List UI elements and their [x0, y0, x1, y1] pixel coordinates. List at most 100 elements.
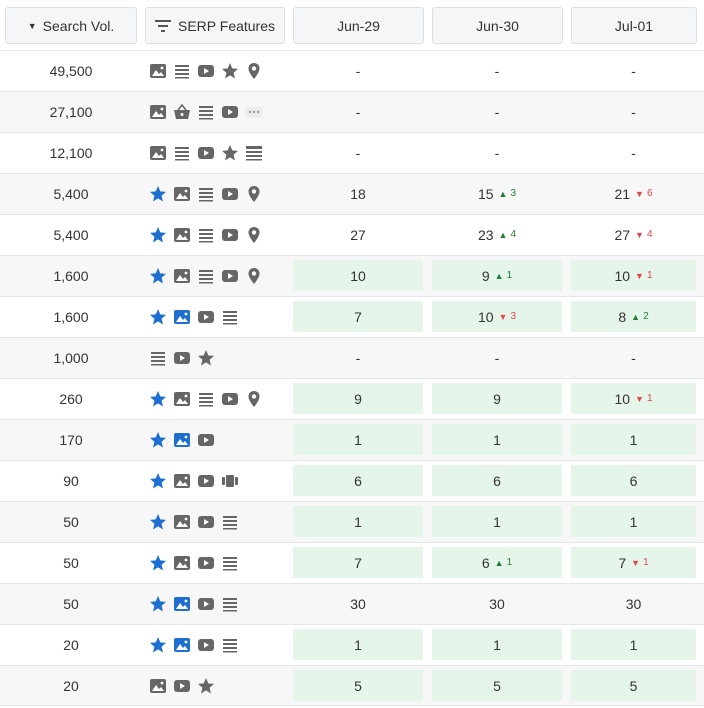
- search-volume-column-header[interactable]: ▼ Search Vol.: [5, 7, 137, 44]
- star-icon: [149, 472, 167, 490]
- table-row: 260 9 9 10 ▼ 1: [0, 378, 704, 419]
- position-value: 1: [629, 513, 638, 530]
- position-change-up: ▲ 1: [495, 557, 512, 568]
- map-pin-icon: [245, 185, 263, 203]
- position-cell: -: [432, 55, 562, 86]
- star-icon: [149, 513, 167, 531]
- position-value: 1: [354, 513, 362, 530]
- position-cell: 1: [293, 506, 423, 537]
- list-icon: [197, 103, 215, 121]
- video-icon: [197, 595, 215, 613]
- position-cell: 21 ▼ 6: [571, 178, 696, 209]
- image-icon: [173, 472, 191, 490]
- position-cell: 1: [293, 424, 423, 455]
- position-value: -: [355, 103, 361, 120]
- position-value: 10: [350, 267, 366, 284]
- video-icon: [221, 103, 239, 121]
- position-cell: 9 ▲ 1: [432, 260, 562, 291]
- serp-features-list: [149, 666, 221, 706]
- list-icon: [221, 554, 239, 572]
- position-cell: 1: [432, 424, 562, 455]
- serp-features-header-label: SERP Features: [178, 17, 276, 34]
- position-cell: -: [571, 55, 696, 86]
- position-change-value: 1: [646, 393, 653, 404]
- serp-features-list: [149, 256, 269, 296]
- position-cell: 1: [571, 424, 696, 455]
- position-cell: 30: [571, 588, 696, 619]
- star-icon: [149, 636, 167, 654]
- position-cell: 30: [293, 588, 423, 619]
- position-value: 9: [493, 390, 501, 407]
- position-value: 1: [493, 431, 501, 448]
- position-value: -: [355, 349, 361, 366]
- arrow-up-icon: ▲: [631, 311, 641, 322]
- serp-features-list: [149, 420, 221, 460]
- date-column-header-jun-29[interactable]: Jun-29: [293, 7, 424, 44]
- position-change-value: 2: [643, 311, 649, 322]
- position-cell: 6 ▲ 1: [432, 547, 562, 578]
- position-value: 15: [477, 185, 494, 202]
- image-icon: [173, 513, 191, 531]
- position-cell: 10 ▼ 1: [571, 383, 696, 414]
- search-volume-value: 1,600: [53, 309, 89, 325]
- arrow-down-icon: ▼: [635, 188, 644, 199]
- position-value: 7: [354, 308, 362, 325]
- position-value: 1: [493, 513, 501, 530]
- position-cell: 9: [432, 383, 562, 414]
- star-icon: [197, 349, 215, 367]
- position-value: 7: [354, 554, 362, 571]
- position-value: 1: [354, 636, 362, 653]
- video-icon: [197, 513, 215, 531]
- star-icon: [149, 554, 167, 572]
- date-column-header-jun-30[interactable]: Jun-30: [432, 7, 563, 44]
- table-row: 90 6 6 6: [0, 460, 704, 501]
- serp-features-list: [149, 338, 221, 378]
- search-volume-value: 27,100: [49, 104, 93, 120]
- position-change-value: 4: [646, 229, 653, 240]
- table-row: 1,600 10 9 ▲ 1 10 ▼ 1: [0, 255, 704, 296]
- search-volume-value: 5,400: [53, 186, 89, 202]
- position-cell: -: [571, 342, 696, 373]
- position-value: -: [355, 62, 361, 79]
- more-icon[interactable]: [245, 103, 263, 121]
- position-value: 10: [477, 308, 494, 325]
- image-icon: [173, 185, 191, 203]
- position-value: 10: [614, 267, 631, 284]
- position-change-down: ▼ 1: [635, 393, 652, 404]
- search-volume-value: 20: [63, 637, 79, 653]
- image-icon: [173, 308, 191, 326]
- position-cell: -: [571, 96, 696, 127]
- position-cell: -: [571, 137, 696, 168]
- table-row: 27,100 - - -: [0, 91, 704, 132]
- position-value: 5: [629, 677, 638, 694]
- position-cell: 5: [293, 670, 423, 701]
- position-value: 5: [354, 677, 362, 694]
- position-change-value: 6: [646, 188, 653, 199]
- search-volume-value: 170: [59, 432, 83, 448]
- serp-features-column-header[interactable]: SERP Features: [145, 7, 285, 44]
- position-cell: 5: [432, 670, 562, 701]
- table-row: 5,400 18 15 ▲ 3 21 ▼ 6: [0, 173, 704, 214]
- map-pin-icon: [245, 226, 263, 244]
- search-volume-value: 1,000: [53, 350, 89, 366]
- search-volume-value: 5,400: [53, 227, 89, 243]
- position-change-value: 3: [510, 311, 517, 322]
- search-volume-value: 12,100: [49, 145, 93, 161]
- image-icon: [173, 595, 191, 613]
- keyword-table-body: 49,500- - -27,100- - -12,100- - -5,400 18 15 ▲ 3 21…: [0, 50, 704, 706]
- table-icon: [245, 144, 263, 162]
- position-cell: 7 ▼ 1: [571, 547, 696, 578]
- position-change-up: ▲ 1: [495, 270, 512, 281]
- date-column-header-jul-01[interactable]: Jul-01: [571, 7, 697, 44]
- video-icon: [197, 554, 215, 572]
- position-change-value: 3: [510, 188, 517, 199]
- position-cell: 1: [432, 506, 562, 537]
- position-change-down: ▼ 6: [635, 188, 652, 199]
- table-row: 50 30 30 30: [0, 583, 704, 624]
- arrow-up-icon: ▲: [494, 557, 504, 568]
- sort-descending-icon: ▼: [27, 20, 37, 31]
- serp-features-list: [149, 584, 245, 624]
- position-cell: 27 ▼ 4: [571, 219, 696, 250]
- position-cell: -: [293, 96, 423, 127]
- position-value: 7: [618, 554, 627, 571]
